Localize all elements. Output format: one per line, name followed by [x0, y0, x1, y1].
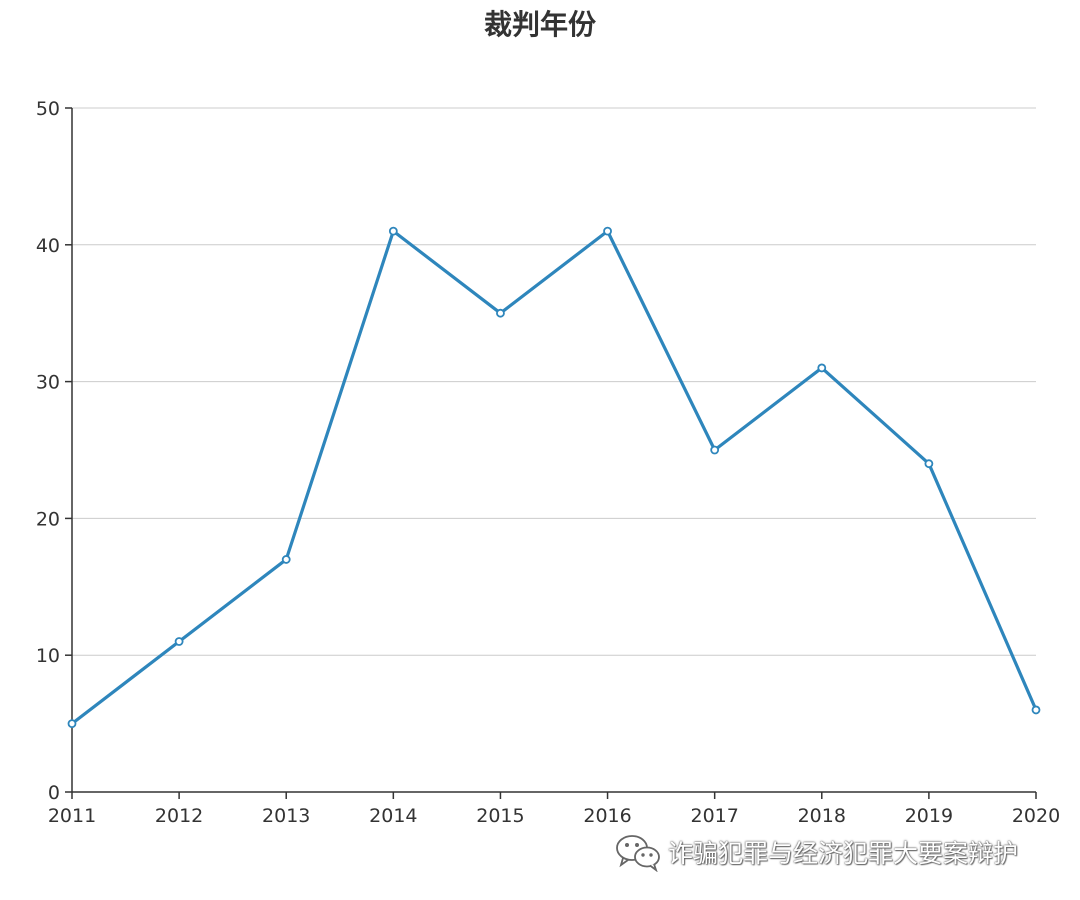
y-tick-label: 40: [36, 235, 60, 257]
x-tick-label: 2017: [690, 805, 738, 827]
series-line: [71, 229, 1038, 725]
data-point[interactable]: [496, 308, 505, 318]
x-tick-label: 2013: [262, 805, 310, 827]
y-tick-label: 20: [36, 508, 60, 530]
y-tick-label: 10: [36, 645, 60, 667]
watermark-text: 诈骗犯罪与经济犯罪大要案辩护: [668, 839, 1019, 868]
x-tick-label: 2012: [155, 805, 203, 827]
x-tick-label: 2016: [583, 805, 631, 827]
x-tick-labels: 2011 2012 2013 2014 2015 2016 2017 2018 2019 2020: [48, 805, 1060, 827]
x-tick-label: 2015: [476, 805, 524, 827]
wechat-icon: [616, 835, 660, 872]
x-tick-label: 2014: [369, 805, 417, 827]
x-tick-label: 2019: [905, 805, 953, 827]
data-point[interactable]: [174, 637, 184, 646]
y-tick-label: 30: [36, 372, 60, 394]
x-tick-label: 2020: [1012, 805, 1060, 827]
axes: [65, 107, 1037, 799]
data-point[interactable]: [281, 555, 291, 564]
chart-title: 裁判年份: [484, 8, 596, 41]
data-point[interactable]: [388, 226, 398, 236]
y-tick-label: 0: [48, 782, 60, 804]
watermark: 诈骗犯罪与经济犯罪大要案辩护: [614, 832, 1018, 872]
data-point[interactable]: [603, 226, 612, 236]
y-tick-labels: 0 10 20 30 40 50: [36, 98, 60, 804]
data-point[interactable]: [710, 445, 720, 455]
x-tick-label: 2018: [798, 805, 846, 827]
data-point[interactable]: [67, 719, 77, 728]
grid-lines: [72, 107, 1036, 656]
data-point[interactable]: [817, 363, 827, 373]
y-tick-label: 50: [36, 98, 60, 120]
data-point[interactable]: [1031, 705, 1041, 715]
data-point[interactable]: [924, 459, 934, 469]
x-tick-label: 2011: [48, 805, 96, 827]
series: [67, 226, 1041, 728]
